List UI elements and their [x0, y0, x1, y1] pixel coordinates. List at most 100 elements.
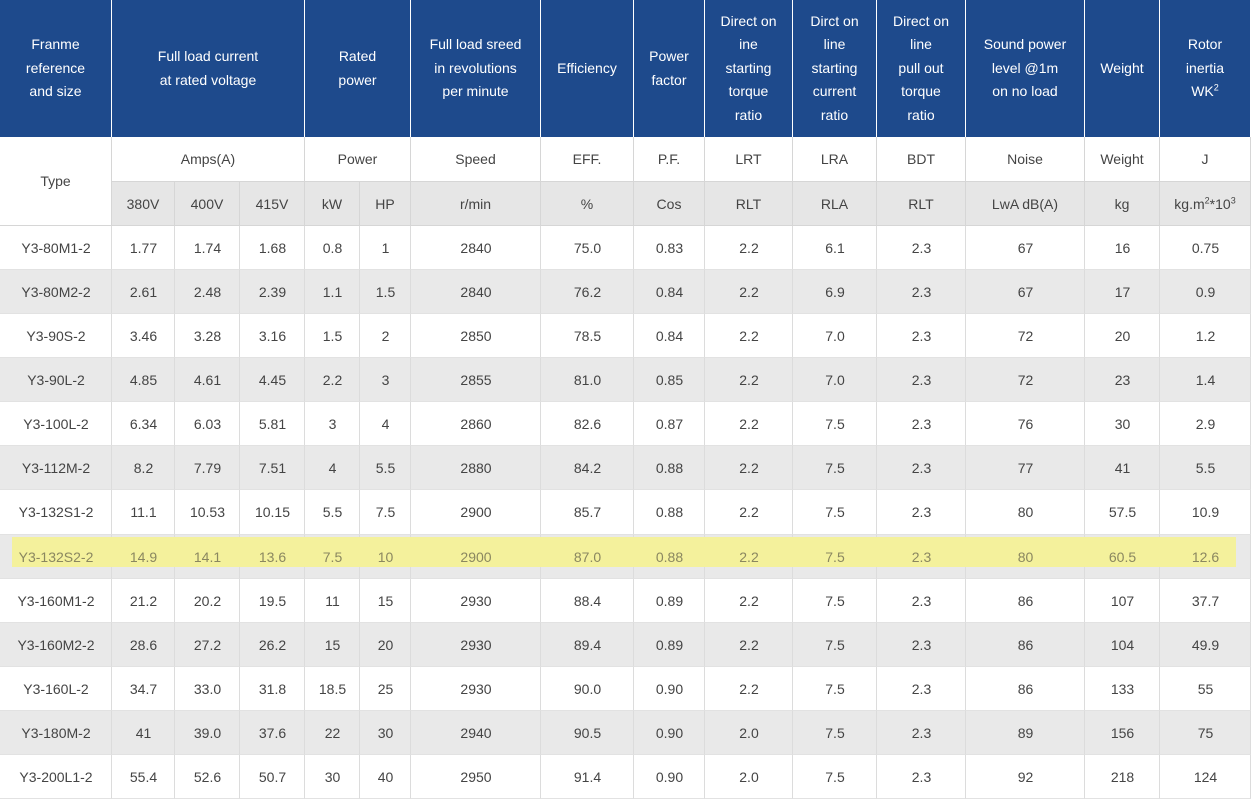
- cell-text: 81.0: [541, 358, 634, 402]
- cell-text: 75: [1160, 711, 1251, 755]
- cell-value: 25: [377, 680, 394, 697]
- unit-cell: RLT: [877, 182, 966, 226]
- header-line: Dirct on: [810, 12, 859, 29]
- table-cell: [966, 754, 1085, 799]
- group-label: P.F.: [657, 151, 681, 167]
- table-cell: [112, 402, 175, 447]
- cell-value: 1.2: [1195, 328, 1216, 345]
- unit-label: HP: [375, 195, 395, 212]
- table-cell: [305, 710, 360, 755]
- cell-text: 2: [360, 314, 411, 358]
- cell-text: 1.68: [240, 226, 305, 270]
- cell-value: 2.2: [739, 504, 759, 521]
- cell-value: 19.5: [258, 592, 287, 609]
- table-cell: [541, 578, 634, 623]
- table-cell: [240, 270, 305, 315]
- cell-value: 30: [1114, 416, 1131, 433]
- row-type: Y3-90S-2: [26, 328, 86, 345]
- cell-text: 2.2: [705, 446, 793, 490]
- cell-value: 91.4: [573, 768, 602, 785]
- cell-text: 0.90: [634, 667, 705, 711]
- cell-text: 7.0: [793, 314, 877, 358]
- table-cell: [634, 358, 705, 403]
- table-cell: [1160, 490, 1251, 535]
- unit-cell: kg: [1085, 182, 1160, 226]
- cell-text: 2.3: [877, 711, 966, 755]
- cell-text: 57.5: [1085, 490, 1160, 534]
- cell-value: 4.61: [193, 372, 222, 389]
- cell-value: 34.7: [129, 680, 158, 697]
- header-line: line: [910, 36, 932, 53]
- table-cell: [240, 578, 305, 623]
- row-type: Y3-160M1-2: [17, 592, 95, 609]
- unit-cell: HP: [360, 182, 411, 226]
- cell-value: 7.5: [825, 680, 845, 697]
- cell-text: 41: [1085, 446, 1160, 490]
- cell-text: 16: [1085, 226, 1160, 270]
- table-cell: [112, 270, 175, 315]
- cell-value: 1.77: [129, 240, 158, 257]
- cell-text: 67: [966, 270, 1085, 314]
- cell-text: 7.5: [793, 535, 877, 579]
- cell-value: 7.0: [825, 328, 845, 345]
- cell-value: 41: [135, 724, 152, 741]
- table-cell: [175, 446, 240, 491]
- cell-value: 1.4: [1195, 372, 1216, 389]
- cell-value: 0.90: [655, 680, 684, 697]
- cell-text: 37.7: [1160, 579, 1251, 623]
- cell-text: 2930: [411, 623, 541, 667]
- header-line: reference: [25, 59, 86, 76]
- table-cell: [305, 622, 360, 667]
- table-cell: [1160, 402, 1251, 447]
- cell-text: 89: [966, 711, 1085, 755]
- table-cell: [1160, 226, 1251, 271]
- table-cell: [793, 314, 877, 359]
- table-cell: [240, 622, 305, 667]
- cell-text: 91.4: [541, 755, 634, 799]
- cell-value: 2900: [460, 548, 492, 565]
- cell-text: 90.0: [541, 667, 634, 711]
- cell-value: 2.3: [911, 768, 932, 785]
- table-cell: [634, 710, 705, 755]
- table-cell: [411, 710, 541, 755]
- table-cell: [175, 754, 240, 799]
- cell-text: 4: [360, 402, 411, 446]
- unit-label: r/min: [459, 195, 492, 212]
- cell-text: 76: [966, 402, 1085, 446]
- header-line: WK2: [1191, 80, 1219, 104]
- table-cell: [705, 446, 793, 491]
- table-cell: [634, 270, 705, 315]
- text-segment: *10: [1209, 195, 1231, 212]
- table-cell: [0, 270, 112, 315]
- cell-value: 76.2: [573, 284, 602, 301]
- table-cell: [1160, 446, 1251, 491]
- cell-value: 14.9: [129, 548, 158, 565]
- table-cell: [793, 358, 877, 403]
- cell-value: 2.2: [739, 416, 759, 433]
- table-cell: [360, 358, 411, 403]
- cell-value: 57.5: [1108, 504, 1137, 521]
- cell-text: 2850: [411, 314, 541, 358]
- cell-text: 11: [305, 579, 360, 623]
- cell-text: 2.3: [877, 535, 966, 579]
- cell-value: 2.2: [739, 680, 759, 697]
- header-line: torque: [728, 83, 769, 100]
- header-line: Direct on: [892, 12, 950, 29]
- cell-value: 80: [1017, 548, 1034, 565]
- row-type: Y3-180M-2: [21, 724, 91, 741]
- cell-value: 0.88: [655, 504, 684, 521]
- cell-value: 7.5: [825, 504, 845, 521]
- unit-cell: r/min: [411, 182, 541, 226]
- cell-value: 72: [1017, 328, 1034, 345]
- cell-text: 55.4: [112, 755, 175, 799]
- cell-text: 60.5: [1085, 535, 1160, 579]
- cell-text: 2900: [411, 535, 541, 579]
- cell-value: 2.2: [739, 636, 759, 653]
- table-cell: [411, 666, 541, 711]
- table-cell: [411, 754, 541, 799]
- table-cell: [411, 578, 541, 623]
- table-cell: [175, 622, 240, 667]
- table-cell: [175, 710, 240, 755]
- cell-value: 0.84: [655, 284, 684, 301]
- table-cell: [175, 666, 240, 711]
